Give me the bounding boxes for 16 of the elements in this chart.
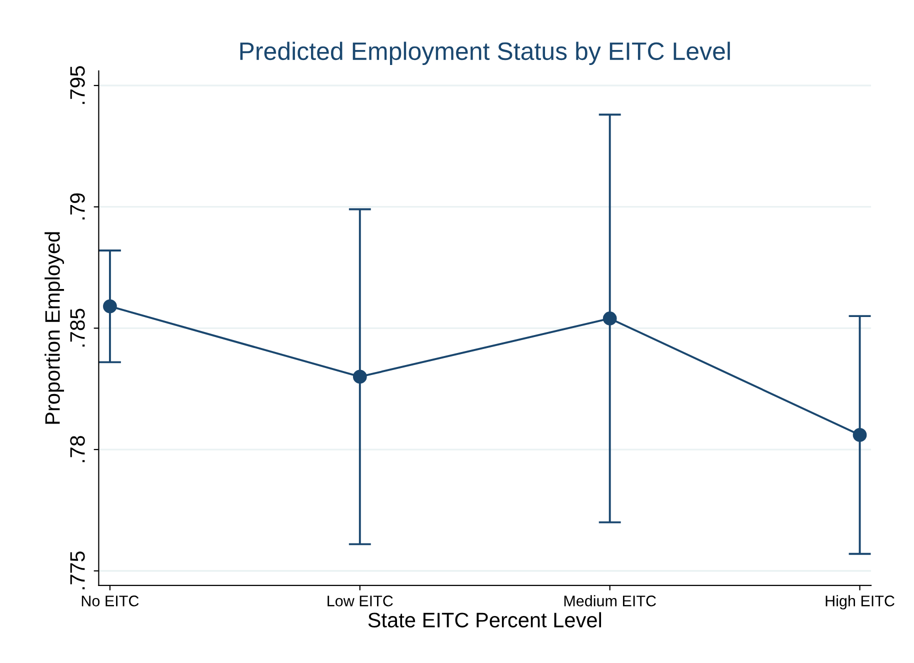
y-tick-label: .775 bbox=[70, 551, 85, 590]
point bbox=[602, 312, 617, 326]
x-axis-title: State EITC Percent Level bbox=[368, 612, 602, 628]
x-tick-label: Low EITC bbox=[328, 596, 393, 606]
y-tick-label: .795 bbox=[70, 66, 85, 104]
y-tick-label: .79 bbox=[70, 193, 85, 220]
point bbox=[852, 428, 867, 442]
y-tick-label: .78 bbox=[70, 436, 85, 462]
point bbox=[103, 299, 117, 314]
chart-title: Predicted Employment Status by EITC Level bbox=[240, 42, 730, 66]
y-tick-label: .785 bbox=[70, 308, 85, 347]
x-tick-label: No EITC bbox=[82, 596, 139, 606]
point bbox=[352, 370, 367, 384]
x-tick-label: High EITC bbox=[826, 595, 894, 610]
y-axis-title: Proportion Employed bbox=[44, 232, 64, 424]
x-tick-label: Medium EITC bbox=[564, 595, 656, 606]
